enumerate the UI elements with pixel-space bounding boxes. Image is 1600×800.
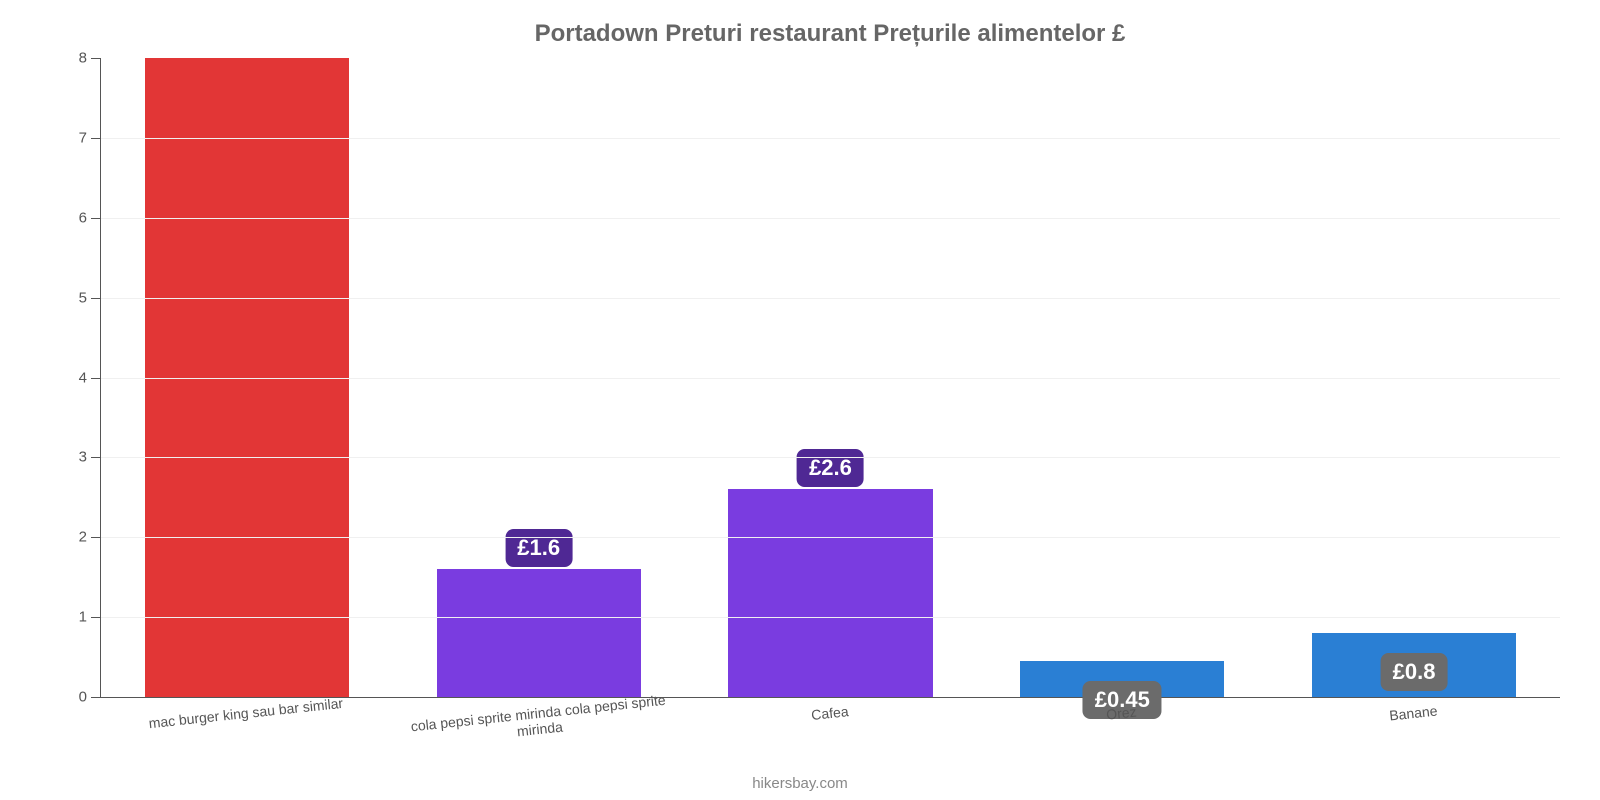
x-axis-category-label: Cafea [810, 703, 850, 739]
y-axis-label: 5 [79, 289, 101, 306]
y-axis-label: 0 [79, 689, 101, 706]
grid-line [101, 457, 1560, 458]
x-label-slot: Orez [976, 697, 1268, 737]
grid-line [101, 537, 1560, 538]
grid-line [101, 218, 1560, 219]
x-axis-category-label: Orez [1106, 704, 1140, 739]
y-axis-label: 3 [79, 449, 101, 466]
value-badge: £1.6 [505, 529, 572, 567]
x-axis-category-label: Banane [1388, 703, 1439, 740]
value-badge: £2.6 [797, 449, 864, 487]
value-badge: £0.8 [1381, 653, 1448, 691]
bar: £1.6 [437, 569, 641, 697]
x-label-slot: cola pepsi sprite mirinda cola pepsi spr… [393, 697, 685, 737]
y-axis-label: 7 [79, 129, 101, 146]
y-axis-label: 4 [79, 369, 101, 386]
y-axis-label: 1 [79, 609, 101, 626]
x-axis-category-label: cola pepsi sprite mirinda cola pepsi spr… [408, 691, 670, 750]
x-label-slot: Banane [1268, 697, 1560, 737]
bar: £0.8 [1312, 633, 1516, 697]
chart-footer: hikersbay.com [0, 775, 1600, 792]
grid-line [101, 298, 1560, 299]
x-axis-category-label: mac burger king sau bar similar [148, 695, 346, 747]
grid-line [101, 138, 1560, 139]
y-axis-label: 2 [79, 529, 101, 546]
x-axis-labels: mac burger king sau bar similarcola peps… [101, 697, 1560, 737]
x-label-slot: mac burger king sau bar similar [101, 697, 393, 737]
bar-chart: Portadown Preturi restaurant Prețurile a… [0, 0, 1600, 800]
grid-line [101, 617, 1560, 618]
plot-area: £8£1.6£2.6£0.45£0.8 mac burger king sau … [100, 58, 1560, 698]
y-axis-label: 8 [79, 50, 101, 67]
y-axis-label: 6 [79, 209, 101, 226]
x-label-slot: Cafea [685, 697, 977, 737]
bar: £2.6 [728, 489, 932, 697]
grid-line [101, 378, 1560, 379]
bar: £0.45 [1020, 661, 1224, 697]
chart-title: Portadown Preturi restaurant Prețurile a… [100, 20, 1560, 48]
